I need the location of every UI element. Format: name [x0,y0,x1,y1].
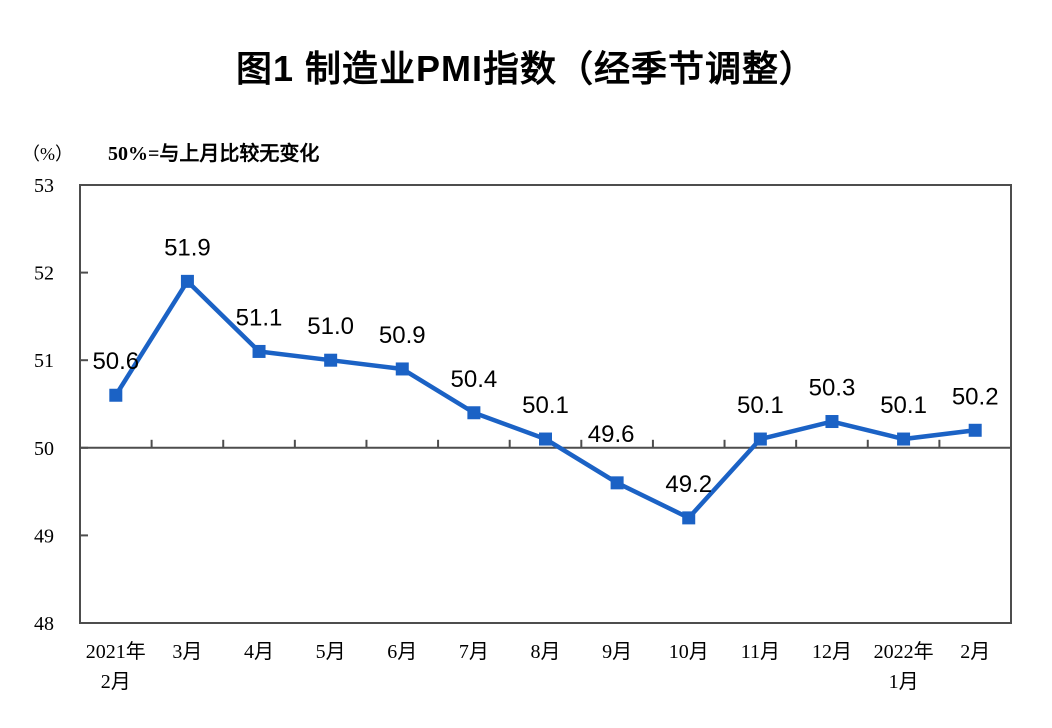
y-tick-label: 48 [34,613,54,635]
reference-note-label: 50%=与上月比较无变化 [108,143,320,165]
data-point-marker [825,415,839,429]
data-point-label: 50.9 [379,322,426,349]
data-point-marker [753,432,767,446]
data-point-marker [180,274,194,288]
x-tick-label: 2月 [960,641,990,663]
x-tick-label: 2022年 1月 [874,640,934,693]
data-point-marker [610,476,624,490]
data-point-marker [324,353,338,367]
x-tick-label: 8月 [531,641,561,663]
data-point-label: 50.1 [880,392,927,419]
data-point-label: 51.9 [164,234,211,261]
data-point-label: 50.2 [952,383,999,410]
chart-title: 图1 制造业PMI指数（经季节调整） [235,48,817,89]
y-tick-label: 52 [34,263,54,285]
data-point-label: 50.4 [451,366,498,393]
x-tick-label: 4月 [244,641,274,663]
data-point-label: 51.0 [307,313,354,340]
y-axis-unit-label: （%） [22,144,73,164]
x-tick-label: 11月 [741,641,780,663]
data-point-marker [539,432,552,446]
y-tick-label: 50 [34,438,54,460]
data-point-marker [395,362,409,376]
data-point-label: 49.2 [665,471,712,498]
x-tick-label: 12月 [812,641,852,663]
x-tick-label: 7月 [459,641,489,663]
x-tick-label: 6月 [387,641,417,663]
data-point-label: 49.6 [588,421,635,448]
y-tick-label: 51 [34,350,54,372]
y-tick-label: 53 [34,175,54,197]
data-point-marker [109,388,123,402]
x-tick-label: 5月 [316,641,346,663]
data-point-marker [682,511,696,525]
x-tick-label: 2021年 2月 [86,640,146,693]
data-point-marker [252,344,266,358]
data-point-label: 50.6 [92,348,139,375]
data-point-marker [968,423,982,437]
data-point-label: 50.1 [522,392,569,419]
x-tick-label: 10月 [669,641,709,663]
data-point-label: 50.3 [809,375,856,402]
data-point-label: 50.1 [737,392,784,419]
data-point-marker [897,432,911,446]
data-point-label: 51.1 [236,304,283,331]
x-tick-label: 9月 [602,641,632,663]
y-tick-label: 49 [34,525,54,547]
data-point-marker [467,406,481,420]
x-tick-label: 3月 [172,641,202,663]
chart-frame [79,184,1012,624]
